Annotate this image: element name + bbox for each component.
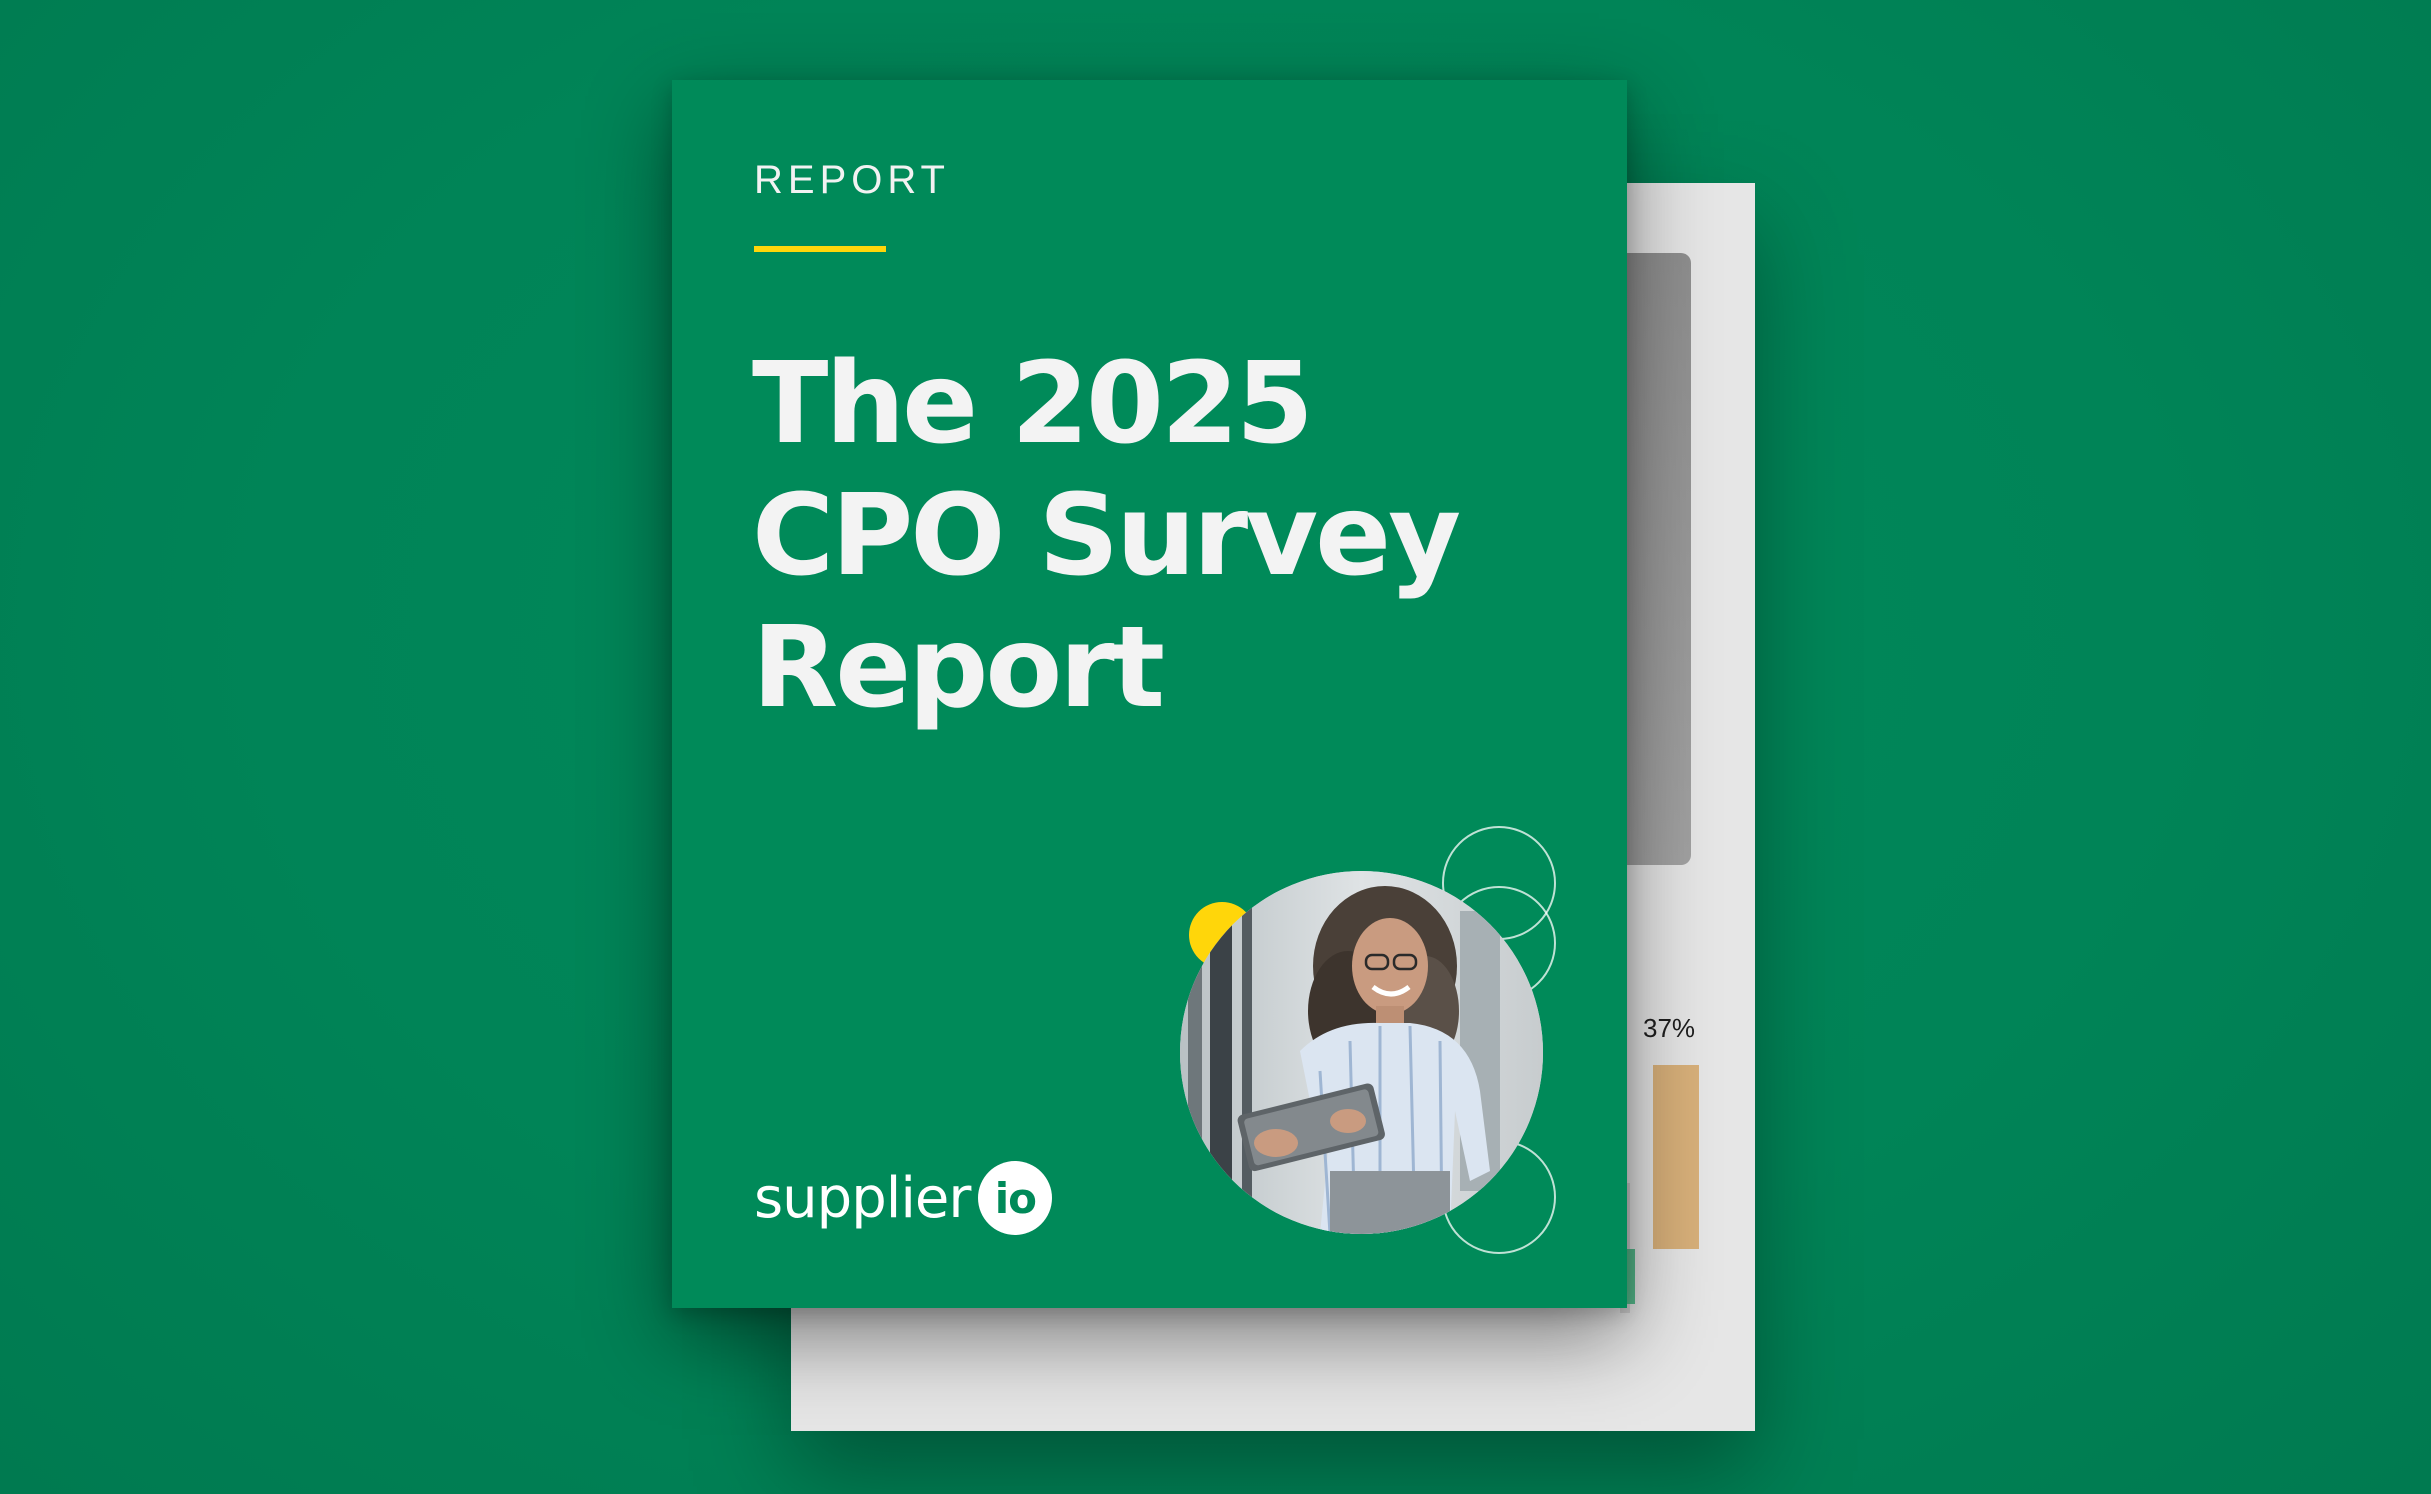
cover-eyebrow: REPORT [754, 158, 950, 202]
cover-title-line: The 2025 [752, 339, 1314, 469]
cover-title-line: CPO Survey [752, 471, 1461, 601]
back-page-bar-highlight [1653, 1065, 1699, 1249]
person-with-tablet-photo [1180, 871, 1543, 1234]
report-cover: REPORT The 2025 CPO Survey Report [672, 80, 1627, 1308]
back-page-percent-label: 37% [1643, 1013, 1696, 1043]
cover-title: The 2025 CPO Survey Report [752, 338, 1592, 734]
cover-title-line: Report [752, 603, 1165, 733]
eyebrow-underline [754, 246, 886, 252]
logo-wordmark: supplier [754, 1165, 971, 1231]
supplier-io-logo: supplier io [754, 1158, 1053, 1238]
photo-illustration [1180, 871, 1543, 1234]
logo-badge: io [978, 1161, 1053, 1235]
